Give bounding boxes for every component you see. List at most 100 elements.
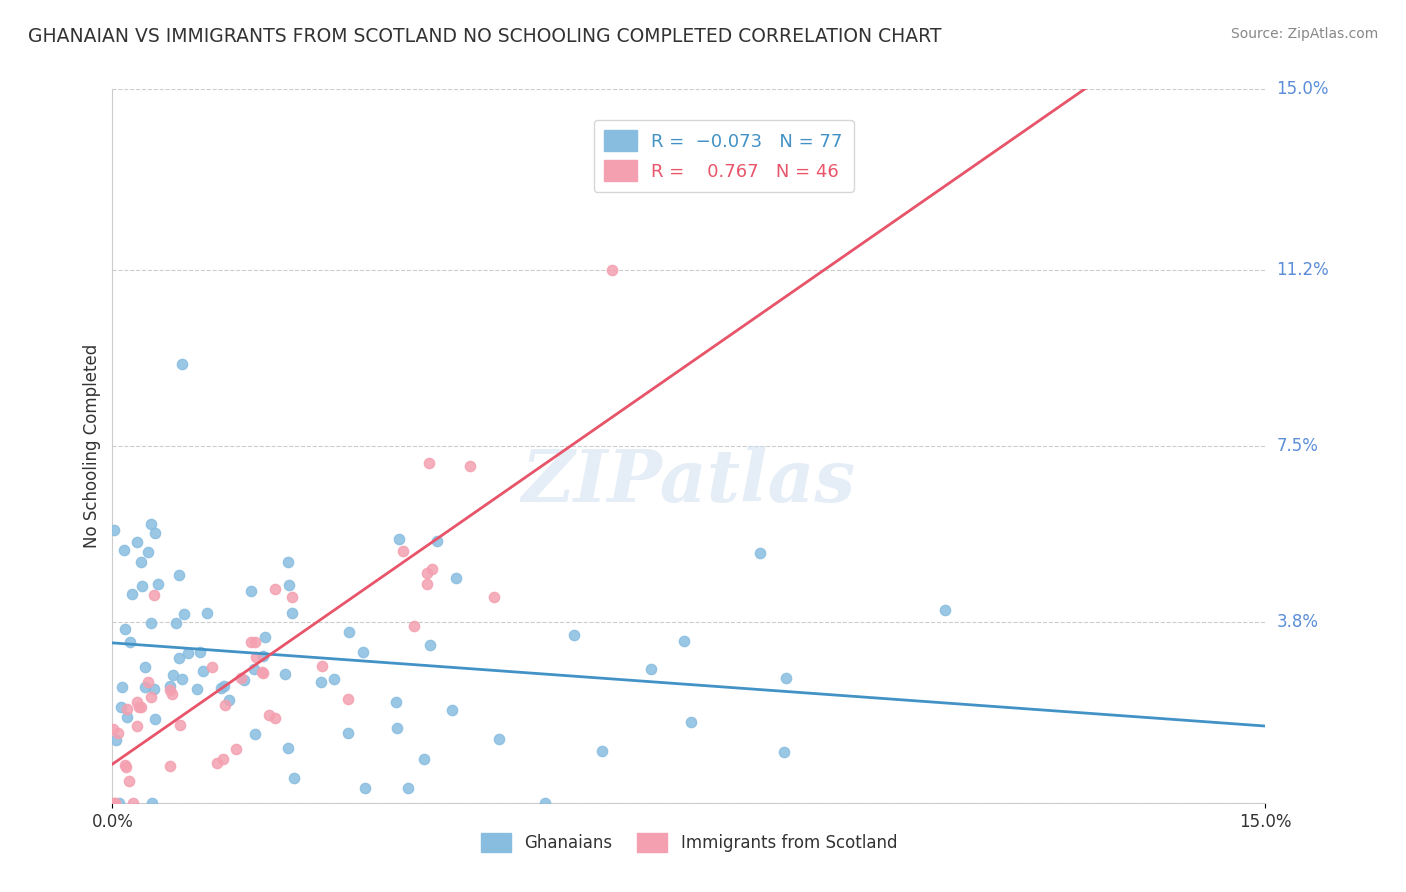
Ghanaians — [186, 682, 208, 697]
Immigrants from Scotland — [104, 796, 127, 810]
Immigrants from Scotland — [391, 543, 413, 558]
Ghanaians — [117, 710, 139, 724]
Immigrants from Scotland — [231, 671, 253, 685]
Ghanaians — [396, 780, 419, 795]
Ghanaians — [245, 727, 267, 741]
Ghanaians — [412, 752, 434, 766]
Ghanaians — [139, 516, 162, 531]
Immigrants from Scotland — [129, 699, 152, 714]
Ghanaians — [352, 645, 374, 659]
Ghanaians — [354, 780, 377, 795]
Text: 3.8%: 3.8% — [1277, 613, 1319, 631]
Ghanaians — [195, 606, 218, 620]
Ghanaians — [385, 695, 408, 709]
Immigrants from Scotland — [118, 774, 141, 789]
Ghanaians — [103, 523, 125, 537]
Ghanaians — [173, 607, 195, 621]
Ghanaians — [143, 526, 166, 541]
Immigrants from Scotland — [243, 634, 266, 648]
Ghanaians — [252, 648, 274, 663]
Ghanaians — [159, 679, 181, 693]
Ghanaians — [111, 681, 134, 695]
Ghanaians — [143, 713, 166, 727]
Immigrants from Scotland — [214, 698, 236, 712]
Ghanaians — [240, 584, 263, 599]
Immigrants from Scotland — [252, 666, 274, 681]
Ghanaians — [426, 534, 449, 549]
Ghanaians — [172, 672, 194, 686]
Ghanaians — [534, 796, 557, 810]
Immigrants from Scotland — [250, 665, 273, 679]
Immigrants from Scotland — [458, 459, 481, 474]
Ghanaians — [772, 745, 794, 759]
Immigrants from Scotland — [336, 692, 359, 706]
Ghanaians — [640, 662, 662, 676]
Immigrants from Scotland — [264, 582, 287, 597]
Ghanaians — [138, 545, 160, 559]
Immigrants from Scotland — [103, 796, 125, 810]
Ghanaians — [188, 645, 211, 659]
Immigrants from Scotland — [122, 796, 145, 810]
Ghanaians — [127, 535, 149, 549]
Immigrants from Scotland — [311, 658, 333, 673]
Ghanaians — [131, 555, 153, 569]
Ghanaians — [167, 568, 190, 582]
Ghanaians — [749, 546, 772, 560]
Y-axis label: No Schooling Completed: No Schooling Completed — [83, 344, 101, 548]
Ghanaians — [134, 680, 156, 694]
Text: ZIPatlas: ZIPatlas — [522, 446, 856, 517]
Ghanaians — [172, 357, 194, 371]
Ghanaians — [277, 740, 299, 755]
Legend: Ghanaians, Immigrants from Scotland: Ghanaians, Immigrants from Scotland — [474, 826, 904, 859]
Ghanaians — [488, 732, 510, 747]
Ghanaians — [672, 634, 695, 648]
Text: 15.0%: 15.0% — [1277, 80, 1329, 98]
Immigrants from Scotland — [264, 711, 287, 725]
Immigrants from Scotland — [125, 719, 148, 733]
Immigrants from Scotland — [169, 717, 191, 731]
Ghanaians — [562, 628, 585, 642]
Ghanaians — [232, 673, 254, 687]
Ghanaians — [444, 571, 467, 585]
Immigrants from Scotland — [484, 591, 506, 605]
Text: GHANAIAN VS IMMIGRANTS FROM SCOTLAND NO SCHOOLING COMPLETED CORRELATION CHART: GHANAIAN VS IMMIGRANTS FROM SCOTLAND NO … — [28, 27, 942, 45]
Immigrants from Scotland — [114, 758, 136, 772]
Immigrants from Scotland — [139, 690, 162, 705]
Ghanaians — [212, 679, 235, 693]
Ghanaians — [242, 662, 264, 676]
Immigrants from Scotland — [205, 756, 228, 770]
Ghanaians — [591, 744, 613, 758]
Ghanaians — [337, 726, 360, 740]
Ghanaians — [167, 650, 190, 665]
Immigrants from Scotland — [240, 635, 263, 649]
Immigrants from Scotland — [107, 726, 129, 740]
Ghanaians — [679, 714, 702, 729]
Ghanaians — [253, 630, 276, 644]
Immigrants from Scotland — [136, 675, 159, 690]
Immigrants from Scotland — [420, 562, 443, 576]
Immigrants from Scotland — [125, 695, 148, 709]
Immigrants from Scotland — [211, 752, 233, 766]
Ghanaians — [277, 555, 299, 569]
Ghanaians — [934, 603, 956, 617]
Ghanaians — [148, 577, 170, 591]
Immigrants from Scotland — [101, 722, 124, 736]
Ghanaians — [283, 771, 305, 785]
Immigrants from Scotland — [159, 682, 181, 697]
Ghanaians — [419, 638, 441, 652]
Ghanaians — [191, 664, 214, 678]
Ghanaians — [110, 700, 132, 714]
Ghanaians — [143, 681, 166, 696]
Immigrants from Scotland — [404, 619, 426, 633]
Immigrants from Scotland — [128, 700, 150, 714]
Ghanaians — [105, 732, 128, 747]
Immigrants from Scotland — [257, 708, 280, 723]
Immigrants from Scotland — [117, 701, 139, 715]
Ghanaians — [388, 533, 411, 547]
Text: 7.5%: 7.5% — [1277, 437, 1319, 455]
Ghanaians — [274, 667, 297, 681]
Ghanaians — [218, 693, 240, 707]
Ghanaians — [278, 577, 301, 591]
Immigrants from Scotland — [201, 660, 224, 674]
Text: 11.2%: 11.2% — [1277, 261, 1329, 279]
